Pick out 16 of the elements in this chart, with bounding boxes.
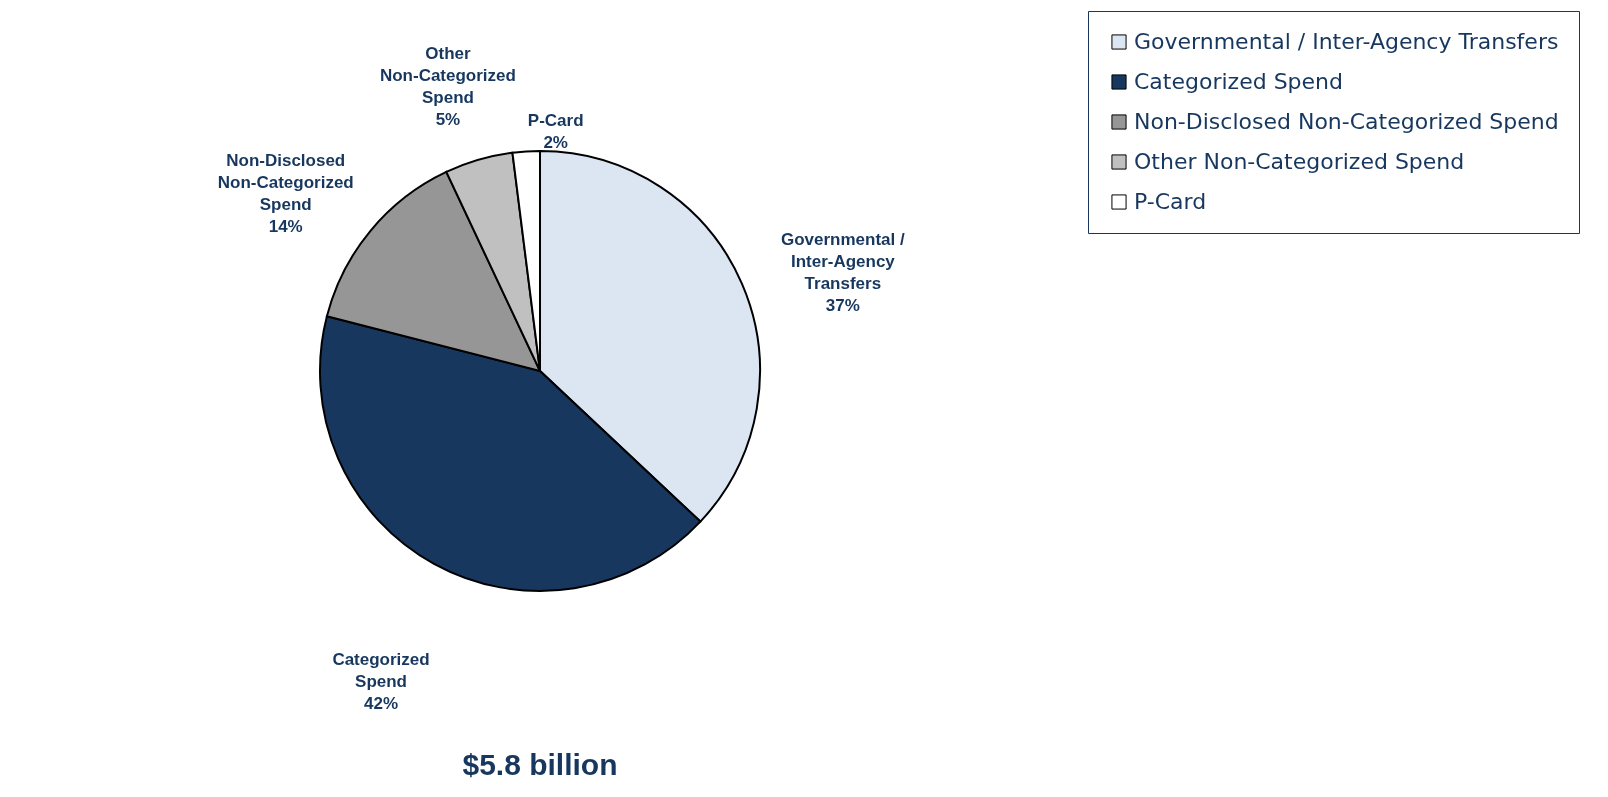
legend-label: P-Card [1134, 189, 1207, 214]
slice-label: Categorized Spend [332, 650, 430, 692]
data-label: 14% [268, 216, 303, 236]
data-label: 5% [435, 110, 461, 130]
legend-label: Other Non-Categorized Spend [1134, 149, 1465, 174]
legend-label: Categorized Spend [1134, 69, 1343, 94]
slice-label: Governmental / Inter-Agency Transfers [780, 229, 906, 293]
data-label: 37% [825, 295, 860, 315]
data-label: 2% [543, 133, 568, 153]
legend-label: Non-Disclosed Non-Categorized Spend [1134, 109, 1559, 134]
data-label: 42% [364, 694, 399, 714]
text: $5.8 billion [462, 748, 618, 781]
slice-label: Non-Disclosed Non-Categorized Spend [217, 150, 354, 214]
slice-label: P-Card [527, 111, 584, 131]
legend-label: Governmental / Inter-Agency Transfers [1134, 29, 1559, 54]
slice-label: Other Non-Categorized Spend [379, 44, 516, 108]
